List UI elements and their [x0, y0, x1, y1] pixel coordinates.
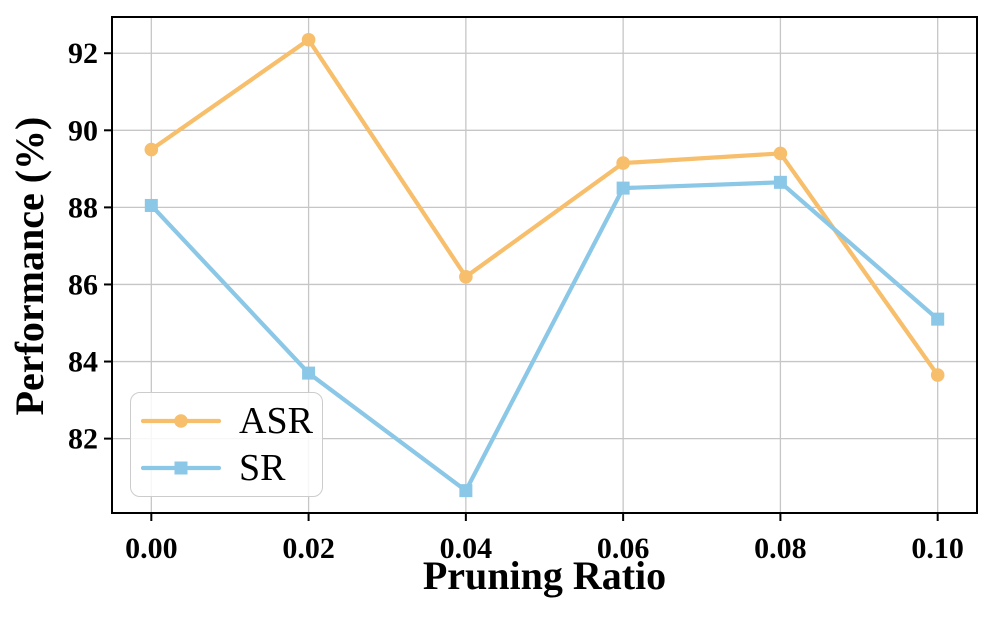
x-axis-label: Pruning Ratio [422, 553, 667, 598]
series-line-sr [149, 180, 940, 493]
data-point-asr [459, 269, 473, 284]
y-tick-label: 86 [68, 268, 98, 301]
legend-asr-line-circle-icon [141, 413, 221, 428]
data-point-sr [459, 484, 473, 498]
y-axis-label: Performance (%) [7, 116, 52, 416]
series-line-asr [149, 37, 940, 378]
x-tick-label: 0.04 [440, 532, 493, 565]
data-point-asr [144, 142, 159, 157]
x-tick-label: 0.10 [911, 532, 964, 565]
legend-label-asr: ASR [239, 399, 313, 442]
y-tick-label: 84 [68, 346, 98, 379]
y-tick-label: 88 [68, 191, 98, 224]
data-point-sr [144, 198, 158, 212]
y-tick-label: 90 [68, 114, 98, 147]
legend-item-asr: ASR [141, 398, 322, 444]
plot-border [111, 16, 978, 514]
x-tick-label: 0.06 [597, 532, 650, 565]
y-tick-label: 92 [68, 37, 98, 70]
legend-sr-line-square-icon [141, 461, 221, 475]
data-point-sr [931, 312, 945, 326]
data-point-sr [616, 181, 630, 195]
x-tick-label: 0.00 [125, 532, 178, 565]
data-point-sr [302, 366, 316, 380]
data-point-asr [301, 32, 316, 47]
x-tick-label: 0.08 [754, 532, 807, 565]
x-tick-label: 0.02 [282, 532, 335, 565]
data-point-sr [773, 175, 787, 189]
legend-label-sr: SR [239, 447, 286, 490]
data-point-asr [616, 156, 630, 170]
y-tick-label: 82 [68, 423, 98, 456]
legend-item-sr: SR [141, 445, 322, 491]
data-point-asr [930, 368, 945, 382]
legend: ASR SR [130, 392, 323, 497]
data-point-asr [773, 146, 788, 161]
